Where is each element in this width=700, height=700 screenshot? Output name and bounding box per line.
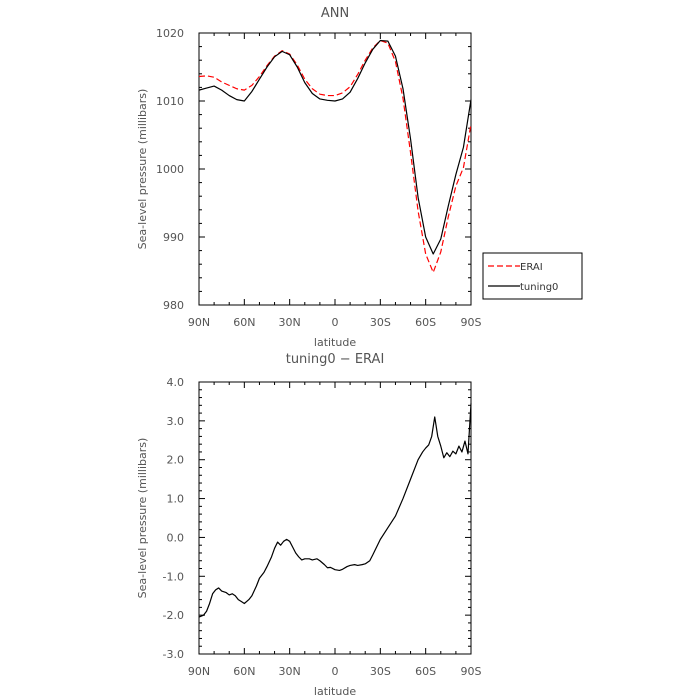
top-y-axis-label: Sea-level pressure (millibars) <box>136 89 149 250</box>
bottom-x-tick-label: 60S <box>415 665 436 678</box>
top-y-tick-label: 980 <box>163 299 184 312</box>
top-x-ticks: 90N 60N 30N 0 30S 60S 90S <box>188 33 482 329</box>
bottom-y-tick-label: -1.0 <box>163 570 184 583</box>
bottom-y-tick-label: 4.0 <box>167 376 185 389</box>
legend: ERAI tuning0 <box>482 252 583 300</box>
top-panel: ANN 90N 60N 30N 0 30S 60S 90S 980 990 1000 1010 10… <box>136 6 482 349</box>
top-x-tick-label: 90N <box>188 316 210 329</box>
top-y-tick-label: 1010 <box>156 95 184 108</box>
top-series-line-erai <box>198 39 472 273</box>
bottom-y-tick-label: -3.0 <box>163 648 184 661</box>
bottom-series-group <box>198 403 472 618</box>
bottom-x-ticks: 90N 60N 30N 0 30S 60S 90S <box>188 382 482 678</box>
top-series-line-tuning0 <box>198 39 472 255</box>
bottom-x-tick-label: 30S <box>370 665 391 678</box>
bottom-x-tick-label: 60N <box>233 665 255 678</box>
top-plot-frame <box>198 32 472 306</box>
bottom-y-tick-label: 2.0 <box>167 454 185 467</box>
top-y-ticks: 980 990 1000 1010 1020 <box>156 27 471 312</box>
bottom-plot-frame <box>198 381 472 655</box>
bottom-y-tick-label: -2.0 <box>163 609 184 622</box>
bottom-y-tick-label: 1.0 <box>167 493 185 506</box>
top-y-tick-label: 1020 <box>156 27 184 40</box>
top-y-tick-label: 990 <box>163 231 184 244</box>
legend-box <box>482 252 583 300</box>
bottom-x-tick-label: 90S <box>461 665 482 678</box>
bottom-x-tick-label: 30N <box>279 665 301 678</box>
top-x-tick-label: 60S <box>415 316 436 329</box>
bottom-x-tick-label: 90N <box>188 665 210 678</box>
top-chart-title: ANN <box>321 6 349 21</box>
bottom-panel: tuning0 − ERAI 90N 60N 30N 0 30S 60S 90S -3.0-… <box>136 352 482 698</box>
top-x-axis-label: latitude <box>314 336 356 349</box>
bottom-x-tick-label: 0 <box>332 665 339 678</box>
bottom-y-ticks: -3.0 -2.0 -1.0 0.0 1.0 2.0 3.0 4.0 <box>163 376 471 661</box>
bottom-chart-title: tuning0 − ERAI <box>286 352 385 367</box>
top-x-tick-label: 60N <box>233 316 255 329</box>
top-y-tick-label: 1000 <box>156 163 184 176</box>
bottom-y-tick-label: 3.0 <box>167 415 185 428</box>
top-x-tick-label: 0 <box>332 316 339 329</box>
legend-label-erai: ERAI <box>520 262 543 273</box>
top-series-group <box>198 39 472 273</box>
bottom-x-axis-label: latitude <box>314 685 356 698</box>
bottom-y-axis-label: Sea-level pressure (millibars) <box>136 438 149 599</box>
top-x-tick-label: 30N <box>279 316 301 329</box>
legend-label-tuning0: tuning0 <box>520 282 558 293</box>
bottom-series-line-difference <box>198 403 472 618</box>
top-x-tick-label: 30S <box>370 316 391 329</box>
top-x-tick-label: 90S <box>461 316 482 329</box>
bottom-y-tick-label: 0.0 <box>167 531 185 544</box>
